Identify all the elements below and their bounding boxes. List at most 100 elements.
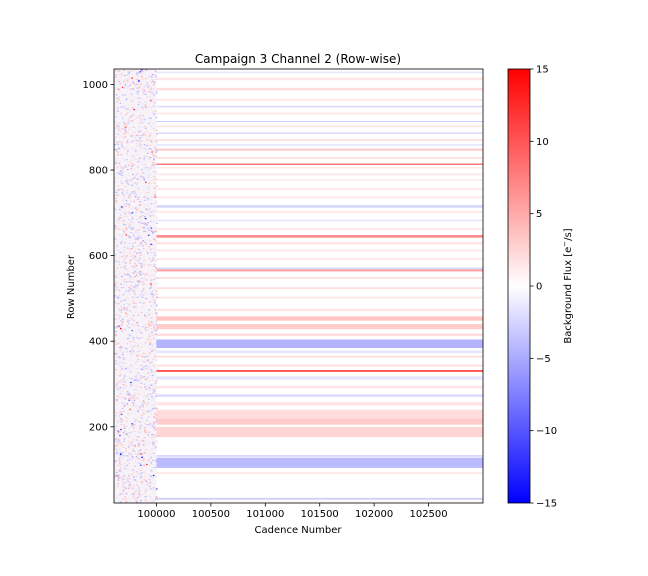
noise-pixel — [155, 283, 158, 285]
noise-pixel — [128, 194, 131, 196]
noise-pixel — [148, 325, 150, 327]
noise-pixel — [156, 244, 158, 246]
noise-pixel — [149, 419, 152, 421]
noise-pixel — [115, 438, 117, 440]
noise-pixel — [149, 134, 151, 136]
noise-pixel — [141, 395, 144, 397]
noise-pixel — [141, 459, 144, 461]
noise-pixel — [141, 78, 144, 80]
noise-pixel — [156, 197, 158, 199]
noise-pixel — [121, 145, 124, 148]
noise-pixel — [154, 221, 156, 223]
noise-pixel — [139, 345, 142, 347]
noise-pixel — [139, 286, 142, 288]
noise-pixel — [123, 255, 125, 257]
noise-pixel — [137, 76, 139, 78]
noise-pixel — [130, 228, 133, 230]
noise-pixel — [144, 428, 146, 430]
noise-pixel — [152, 474, 155, 477]
noise-pixel — [121, 164, 124, 166]
noise-pixel — [114, 285, 116, 287]
noise-pixel — [155, 171, 158, 173]
noise-pixel — [130, 441, 133, 443]
noise-pixel — [156, 290, 158, 292]
noise-pixel — [118, 289, 121, 292]
noise-pixel — [128, 399, 131, 401]
noise-pixel — [142, 443, 145, 445]
noise-pixel — [127, 183, 130, 185]
noise-pixel — [141, 76, 143, 78]
noise-pixel — [128, 72, 130, 74]
noise-pixel — [136, 321, 138, 323]
noise-pixel — [137, 174, 140, 176]
noise-pixel — [120, 420, 123, 422]
noise-pixel — [147, 198, 149, 200]
noise-pixel — [117, 220, 120, 222]
noise-pixel — [118, 309, 120, 311]
noise-pixel — [140, 83, 142, 85]
noise-pixel — [152, 346, 154, 348]
noise-pixel — [142, 400, 144, 402]
noise-pixel — [140, 266, 143, 268]
noise-pixel — [117, 407, 119, 409]
noise-pixel — [137, 215, 139, 217]
noise-pixel — [145, 107, 147, 109]
noise-pixel — [140, 295, 142, 297]
noise-pixel — [151, 350, 153, 352]
noise-pixel — [153, 416, 155, 418]
noise-pixel — [115, 343, 117, 345]
noise-pixel — [119, 495, 122, 498]
noise-pixel — [118, 448, 121, 450]
noise-pixel — [116, 449, 118, 451]
noise-pixel — [145, 79, 148, 81]
noise-pixel — [133, 108, 135, 110]
noise-pixel — [148, 431, 151, 434]
noise-pixel — [151, 165, 153, 167]
noise-pixel — [146, 69, 148, 71]
noise-pixel — [136, 337, 138, 339]
noise-pixel — [123, 440, 125, 442]
noise-pixel — [148, 174, 150, 176]
noise-pixel — [155, 431, 158, 433]
noise-pixel — [114, 80, 116, 82]
noise-pixel — [138, 115, 140, 117]
noise-pixel — [156, 312, 158, 314]
noise-pixel — [150, 317, 153, 319]
noise-pixel — [138, 486, 140, 488]
noise-pixel — [140, 345, 143, 347]
noise-pixel — [120, 267, 123, 269]
noise-pixel — [148, 117, 151, 119]
noise-pixel — [139, 299, 141, 301]
noise-pixel — [153, 159, 155, 161]
noise-pixel — [139, 250, 141, 252]
noise-pixel — [117, 388, 119, 390]
noise-pixel — [138, 76, 141, 78]
noise-pixel — [116, 485, 119, 487]
noise-pixel — [133, 272, 136, 274]
noise-pixel — [147, 376, 149, 379]
colorbar-tick-label: −10 — [536, 426, 557, 437]
noise-pixel — [134, 344, 137, 346]
noise-pixel — [136, 354, 138, 356]
noise-pixel — [139, 365, 142, 367]
noise-pixel — [128, 323, 130, 325]
noise-pixel — [149, 301, 151, 303]
noise-pixel — [134, 150, 137, 152]
noise-pixel — [128, 436, 130, 438]
noise-pixel — [139, 378, 141, 380]
noise-pixel — [134, 248, 137, 250]
noise-pixel — [115, 331, 117, 333]
noise-pixel — [156, 239, 158, 241]
noise-pixel — [125, 391, 128, 393]
noise-pixel — [143, 119, 145, 121]
noise-pixel — [128, 293, 131, 295]
noise-pixel — [115, 386, 117, 388]
noise-pixel — [137, 84, 139, 86]
noise-pixel — [118, 492, 120, 494]
noise-pixel — [127, 366, 130, 368]
noise-pixel — [132, 427, 135, 429]
noise-pixel — [128, 235, 130, 237]
noise-pixel — [143, 230, 145, 232]
noise-pixel — [145, 192, 147, 194]
noise-pixel — [150, 456, 152, 458]
